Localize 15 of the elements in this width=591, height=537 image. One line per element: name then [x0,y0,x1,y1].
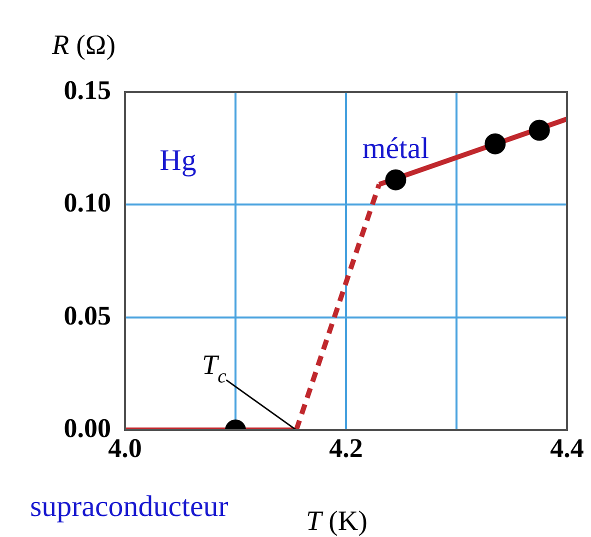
point [385,169,406,190]
point [484,133,506,154]
y-axis-title: R (Ω) [51,30,116,61]
annotation: Hg [160,144,196,177]
point [528,120,550,141]
x-tick-label: 4.2 [329,433,363,464]
y-tick-label: 0.00 [64,412,111,443]
x-tick-label: 4.0 [108,433,142,464]
annotation: métal [362,132,430,165]
text: supraconducteur [30,490,228,523]
x-tick-label: 4.4 [550,433,584,464]
y-tick-label: 0.05 [64,300,111,330]
x-axis-title: T (K) [306,506,368,537]
y-tick-label: 0.15 [64,74,111,105]
y-tick-label: 0.10 [64,188,111,218]
